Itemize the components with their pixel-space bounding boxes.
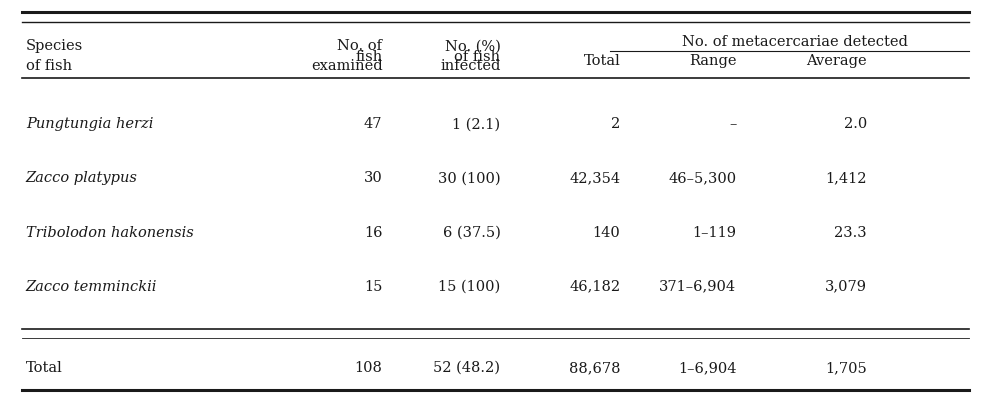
Text: Pungtungia herzi: Pungtungia herzi	[26, 117, 154, 131]
Text: 47: 47	[364, 117, 383, 131]
Text: 15 (100): 15 (100)	[438, 280, 500, 294]
Text: Total: Total	[26, 361, 62, 375]
Text: 1 (2.1): 1 (2.1)	[452, 117, 500, 131]
Text: Total: Total	[584, 54, 620, 68]
Text: No. of metacercariae detected: No. of metacercariae detected	[682, 35, 908, 49]
Text: Range: Range	[689, 54, 736, 68]
Text: 30 (100): 30 (100)	[438, 171, 500, 185]
Text: 1,412: 1,412	[826, 171, 867, 185]
Text: 108: 108	[355, 361, 383, 375]
Text: 3,079: 3,079	[825, 280, 867, 294]
Text: Species: Species	[26, 39, 83, 53]
Text: Average: Average	[807, 54, 867, 68]
Text: Zacco platypus: Zacco platypus	[26, 171, 138, 185]
Text: of fish: of fish	[454, 50, 500, 64]
Text: infected: infected	[440, 59, 500, 73]
Text: No. (%): No. (%)	[445, 39, 500, 53]
Text: 23.3: 23.3	[834, 225, 867, 240]
Text: 30: 30	[364, 171, 383, 185]
Text: 371–6,904: 371–6,904	[659, 280, 736, 294]
Text: 88,678: 88,678	[569, 361, 620, 375]
Text: 2.0: 2.0	[843, 117, 867, 131]
Text: 6 (37.5): 6 (37.5)	[443, 225, 500, 240]
Text: Tribolodon hakonensis: Tribolodon hakonensis	[26, 225, 193, 240]
Text: of fish: of fish	[26, 59, 72, 73]
Text: 16: 16	[364, 225, 383, 240]
Text: No. of: No. of	[338, 39, 383, 53]
Text: 1–119: 1–119	[693, 225, 736, 240]
Text: –: –	[728, 117, 736, 131]
Text: 1,705: 1,705	[826, 361, 867, 375]
Text: examined: examined	[311, 59, 383, 73]
Text: 140: 140	[593, 225, 620, 240]
Text: Zacco temminckii: Zacco temminckii	[26, 280, 158, 294]
Text: 52 (48.2): 52 (48.2)	[433, 361, 500, 375]
Text: 2: 2	[611, 117, 620, 131]
Text: 46–5,300: 46–5,300	[668, 171, 736, 185]
Text: 46,182: 46,182	[569, 280, 620, 294]
Text: fish: fish	[355, 50, 383, 64]
Text: 1–6,904: 1–6,904	[678, 361, 736, 375]
Text: 42,354: 42,354	[569, 171, 620, 185]
Text: 15: 15	[364, 280, 383, 294]
